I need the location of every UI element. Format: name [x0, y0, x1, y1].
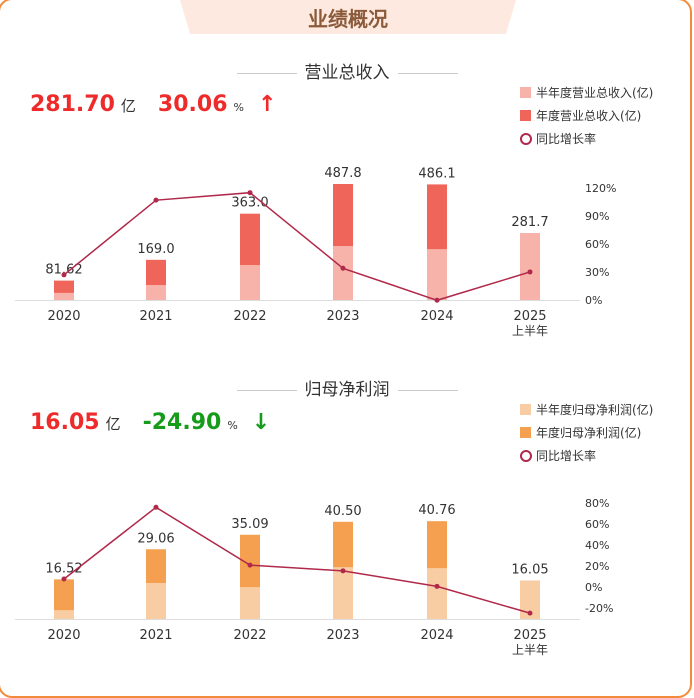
legend-item: 同比增长率: [520, 444, 653, 467]
revenue-chart: 81.622020169.02021363.02022487.82023486.…: [15, 166, 616, 338]
growth-point: [153, 504, 159, 510]
legend-item: 同比增长率: [520, 127, 653, 150]
x-tick-label: 上半年: [512, 324, 548, 338]
y2-tick-label: -20%: [585, 602, 613, 615]
growth-point: [527, 269, 533, 275]
half-year-bar: [333, 246, 353, 300]
x-tick-label: 上半年: [512, 643, 548, 657]
growth-point: [247, 562, 253, 568]
x-tick-label: 2020: [47, 309, 80, 324]
growth-point: [61, 272, 67, 278]
revenue-kpi: 281.70 亿 30.06 % ↑: [30, 92, 276, 117]
legend-label: 半年度归母净利润(亿): [536, 403, 654, 417]
x-tick-label: 2022: [233, 309, 266, 324]
legend-label: 年度归母净利润(亿): [536, 426, 642, 440]
revenue-legend: 半年度营业总收入(亿) 年度营业总收入(亿) 同比增长率: [520, 81, 653, 150]
x-tick-label: 2025: [513, 628, 546, 643]
half-year-bar: [520, 233, 540, 300]
legend-label: 同比增长率: [536, 449, 597, 463]
data-label: 487.8: [324, 166, 361, 181]
profit-title: 归母净利润: [0, 375, 694, 400]
y2-tick-label: 30%: [585, 266, 609, 279]
growth-point: [153, 197, 159, 203]
revenue-change-unit: %: [233, 101, 244, 114]
revenue-title-text: 营业总收入: [304, 63, 390, 83]
y2-tick-label: 80%: [585, 497, 609, 510]
revenue-unit: 亿: [120, 97, 136, 115]
y2-tick-label: 90%: [585, 210, 609, 223]
growth-point: [527, 610, 533, 616]
legend-item: 半年度营业总收入(亿): [520, 81, 653, 104]
y2-tick-label: 0%: [585, 581, 602, 594]
data-label: 40.50: [324, 504, 361, 519]
y2-tick-label: 0%: [585, 294, 602, 307]
legend-item: 年度营业总收入(亿): [520, 104, 653, 127]
revenue-value: 281.70: [30, 92, 115, 117]
growth-point: [434, 297, 440, 303]
legend-item: 半年度归母净利润(亿): [520, 398, 653, 421]
growth-point: [434, 583, 440, 589]
growth-line: [63, 506, 531, 614]
growth-point: [340, 265, 346, 271]
x-tick-label: 2025: [513, 309, 546, 324]
profit-unit: 亿: [105, 415, 121, 433]
y2-tick-label: 60%: [585, 238, 609, 251]
revenue-title: 营业总收入: [0, 58, 694, 83]
legend-item: 年度归母净利润(亿): [520, 421, 653, 444]
half-year-bar: [240, 587, 260, 619]
page-title: 业绩概况: [308, 6, 388, 31]
y2-tick-label: 20%: [585, 560, 609, 573]
growth-point: [340, 568, 346, 574]
legend-label: 同比增长率: [536, 132, 597, 146]
x-tick-label: 2022: [233, 628, 266, 643]
data-label: 35.09: [231, 517, 268, 532]
data-label: 169.0: [137, 242, 174, 257]
data-label: 40.76: [418, 503, 455, 518]
x-tick-label: 2021: [139, 628, 172, 643]
y2-tick-label: 120%: [585, 182, 616, 195]
half-year-bar: [146, 583, 166, 619]
annual-bar: [54, 579, 74, 619]
x-tick-label: 2023: [326, 628, 359, 643]
legend-label: 半年度营业总收入(亿): [536, 86, 654, 100]
profit-value: 16.05: [30, 410, 100, 435]
y2-tick-label: 60%: [585, 518, 609, 531]
half-year-bar: [54, 292, 74, 300]
profit-change: -24.90: [142, 410, 222, 435]
half-year-bar: [333, 567, 353, 619]
profit-kpi: 16.05 亿 -24.90 % ↓: [30, 410, 270, 435]
profit-change-unit: %: [227, 419, 238, 432]
data-label: 29.06: [137, 531, 174, 546]
x-tick-label: 2021: [139, 309, 172, 324]
profit-chart: 16.52202029.06202135.09202240.50202340.7…: [15, 497, 613, 657]
half-year-bar: [520, 580, 540, 619]
legend-label: 年度营业总收入(亿): [536, 109, 642, 123]
x-tick-label: 2023: [326, 309, 359, 324]
x-tick-label: 2020: [47, 628, 80, 643]
arrow-up-icon: ↑: [257, 92, 277, 117]
half-year-bar: [427, 568, 447, 619]
data-label: 16.05: [511, 562, 548, 577]
revenue-change: 30.06: [157, 92, 228, 117]
x-tick-label: 2024: [420, 628, 453, 643]
half-year-bar: [54, 610, 74, 619]
growth-line: [63, 191, 531, 302]
data-label: 486.1: [418, 166, 455, 181]
y2-tick-label: 40%: [585, 539, 609, 552]
profit-title-text: 归母净利润: [304, 380, 390, 400]
data-label: 281.7: [511, 215, 548, 230]
profit-legend: 半年度归母净利润(亿) 年度归母净利润(亿) 同比增长率: [520, 398, 653, 467]
half-year-bar: [427, 249, 447, 300]
growth-point: [247, 190, 253, 196]
arrow-down-icon: ↓: [251, 410, 271, 435]
growth-point: [61, 576, 67, 582]
header-banner: 业绩概况: [180, 0, 516, 34]
half-year-bar: [146, 285, 166, 300]
half-year-bar: [240, 265, 260, 300]
x-tick-label: 2024: [420, 309, 453, 324]
